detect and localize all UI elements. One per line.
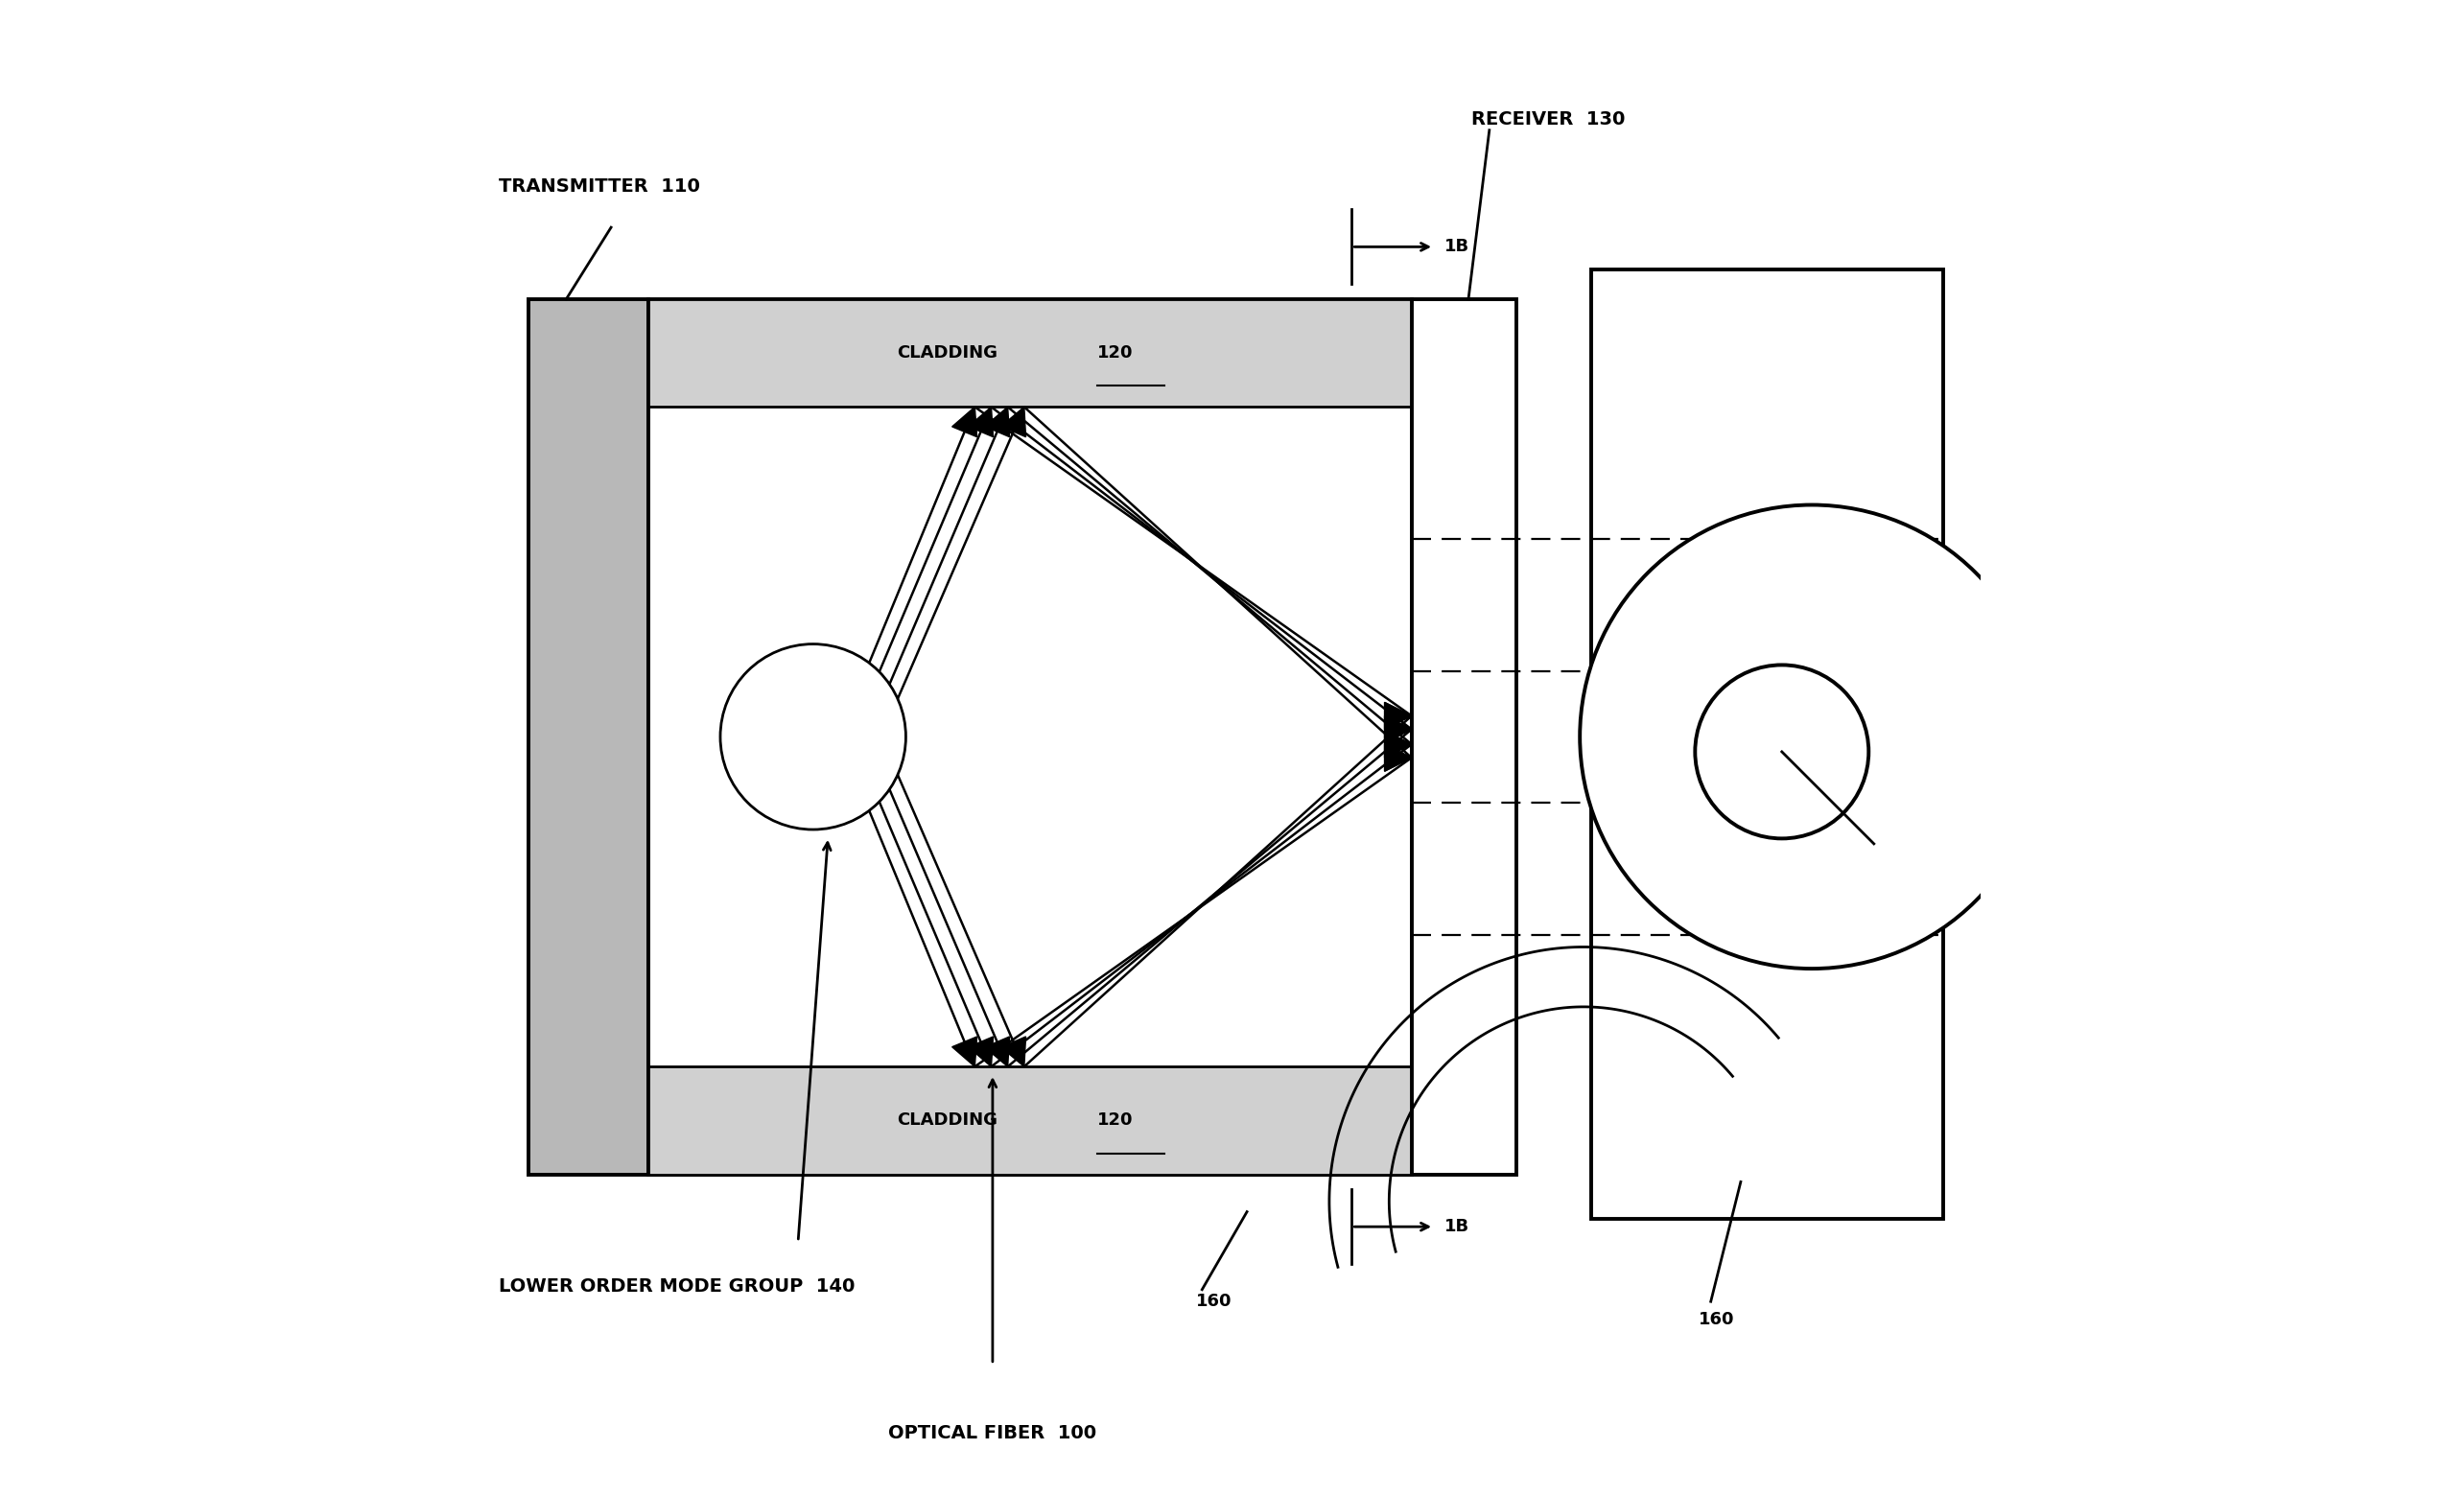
Text: 160: 160 — [1698, 1310, 1735, 1328]
Polygon shape — [968, 1037, 993, 1067]
Text: CLADDING: CLADDING — [897, 1112, 998, 1129]
Polygon shape — [986, 1037, 1010, 1067]
Polygon shape — [1385, 730, 1412, 757]
Text: CLADDING: CLADDING — [897, 344, 998, 362]
FancyBboxPatch shape — [530, 299, 648, 1174]
Polygon shape — [1385, 702, 1412, 729]
Text: RECEIVER  130: RECEIVER 130 — [1471, 111, 1626, 129]
Text: LOWER ORDER MODE GROUP  140: LOWER ORDER MODE GROUP 140 — [498, 1278, 855, 1296]
Polygon shape — [1385, 730, 1412, 757]
FancyBboxPatch shape — [648, 299, 1412, 407]
FancyBboxPatch shape — [648, 299, 1412, 1174]
FancyBboxPatch shape — [648, 1067, 1412, 1174]
Circle shape — [1579, 506, 2043, 969]
Text: 180: 180 — [1860, 761, 1897, 779]
Text: OPTICAL FIBER  100: OPTICAL FIBER 100 — [890, 1424, 1096, 1442]
Polygon shape — [951, 407, 976, 437]
Polygon shape — [951, 1037, 976, 1067]
Text: 1B: 1B — [1444, 1218, 1469, 1236]
Text: 120: 120 — [1096, 344, 1133, 362]
Circle shape — [1695, 664, 1868, 838]
Polygon shape — [1385, 744, 1412, 772]
Polygon shape — [1385, 715, 1412, 742]
Polygon shape — [1385, 702, 1412, 729]
Polygon shape — [1000, 1037, 1025, 1067]
Polygon shape — [1385, 715, 1412, 742]
Text: 170: 170 — [1737, 761, 1774, 779]
Polygon shape — [968, 407, 993, 437]
Text: 120: 120 — [1096, 1112, 1133, 1129]
Polygon shape — [1000, 407, 1025, 437]
Polygon shape — [1385, 744, 1412, 772]
Text: 1B: 1B — [1444, 238, 1469, 256]
Polygon shape — [986, 407, 1010, 437]
FancyBboxPatch shape — [1412, 299, 1515, 1174]
FancyBboxPatch shape — [1592, 269, 1942, 1219]
Text: TRANSMITTER  110: TRANSMITTER 110 — [498, 178, 700, 196]
Text: 160: 160 — [1195, 1293, 1232, 1310]
Circle shape — [719, 643, 907, 829]
